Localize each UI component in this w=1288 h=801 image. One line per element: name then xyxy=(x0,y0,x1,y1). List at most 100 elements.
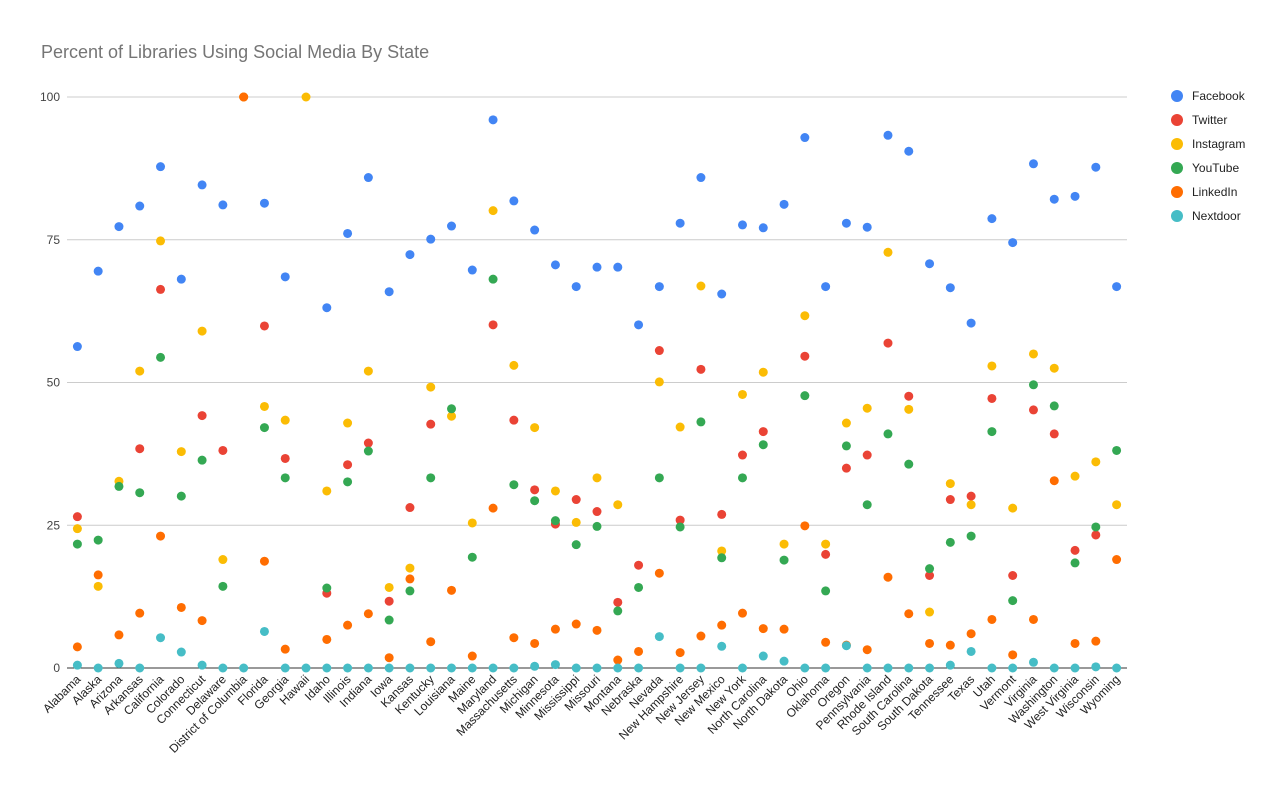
data-point-linkedin xyxy=(530,638,540,648)
data-point-youtube xyxy=(1091,522,1101,532)
data-point-instagram xyxy=(1091,457,1101,467)
data-point-instagram xyxy=(841,418,851,428)
data-point-nextdoor xyxy=(280,663,290,673)
data-point-nextdoor xyxy=(176,647,186,657)
data-point-linkedin xyxy=(945,640,955,650)
data-point-nextdoor xyxy=(322,663,332,673)
data-point-twitter xyxy=(280,453,290,463)
data-point-twitter xyxy=(945,495,955,505)
data-point-facebook xyxy=(93,266,103,276)
data-point-facebook xyxy=(156,162,166,172)
data-point-youtube xyxy=(135,488,145,498)
data-point-facebook xyxy=(966,318,976,328)
data-point-twitter xyxy=(821,549,831,559)
data-point-youtube xyxy=(218,581,228,591)
y-axis-ticks: 0 25 50 75 100 xyxy=(40,90,60,675)
data-point-instagram xyxy=(176,447,186,457)
data-point-twitter xyxy=(800,351,810,361)
data-point-youtube xyxy=(1112,445,1122,455)
data-point-facebook xyxy=(904,146,914,156)
data-point-instagram xyxy=(675,422,685,432)
data-point-youtube xyxy=(280,473,290,483)
data-point-linkedin xyxy=(1070,638,1080,648)
data-point-nextdoor xyxy=(1091,662,1101,672)
data-point-twitter xyxy=(841,463,851,473)
data-point-youtube xyxy=(363,446,373,456)
data-point-instagram xyxy=(966,500,976,510)
data-point-nextdoor xyxy=(862,663,872,673)
data-point-linkedin xyxy=(72,642,82,652)
data-point-youtube xyxy=(93,535,103,545)
data-point-instagram xyxy=(405,563,415,573)
data-point-youtube xyxy=(1008,596,1018,606)
data-point-twitter xyxy=(343,460,353,470)
legend-marker xyxy=(1171,210,1183,222)
data-point-instagram xyxy=(1070,471,1080,481)
data-point-nextdoor xyxy=(530,661,540,671)
data-point-youtube xyxy=(176,491,186,501)
data-point-youtube xyxy=(737,473,747,483)
y-tick-label: 25 xyxy=(47,518,61,532)
data-point-facebook xyxy=(571,282,581,292)
data-point-nextdoor xyxy=(966,646,976,656)
data-point-facebook xyxy=(384,287,394,297)
data-point-linkedin xyxy=(758,624,768,634)
data-point-facebook xyxy=(654,282,664,292)
data-point-facebook xyxy=(426,234,436,244)
data-point-instagram xyxy=(779,539,789,549)
data-point-linkedin xyxy=(904,609,914,619)
data-point-instagram xyxy=(821,539,831,549)
data-point-nextdoor xyxy=(1112,663,1122,673)
data-point-facebook xyxy=(467,265,477,275)
data-point-twitter xyxy=(925,570,935,580)
data-point-twitter xyxy=(966,491,976,501)
data-point-nextdoor xyxy=(654,632,664,642)
data-point-twitter xyxy=(758,427,768,437)
data-point-facebook xyxy=(613,262,623,272)
data-point-youtube xyxy=(343,477,353,487)
data-point-facebook xyxy=(114,222,124,232)
data-point-nextdoor xyxy=(987,663,997,673)
data-point-youtube xyxy=(72,539,82,549)
data-point-youtube xyxy=(467,552,477,562)
data-point-twitter xyxy=(592,507,602,517)
data-point-nextdoor xyxy=(550,660,560,670)
data-point-youtube xyxy=(841,441,851,451)
data-point-instagram xyxy=(696,281,706,291)
data-point-nextdoor xyxy=(447,663,457,673)
data-point-instagram xyxy=(862,403,872,413)
data-point-facebook xyxy=(488,115,498,125)
data-point-linkedin xyxy=(509,633,519,643)
data-point-linkedin xyxy=(925,638,935,648)
data-point-instagram xyxy=(592,473,602,483)
data-point-facebook xyxy=(945,283,955,293)
data-point-nextdoor xyxy=(509,663,519,673)
data-point-twitter xyxy=(571,495,581,505)
data-point-instagram xyxy=(987,361,997,371)
data-point-facebook xyxy=(1112,282,1122,292)
data-point-facebook xyxy=(592,262,602,272)
data-point-youtube xyxy=(592,521,602,531)
data-point-nextdoor xyxy=(114,658,124,668)
data-point-facebook xyxy=(550,260,560,270)
legend-marker xyxy=(1171,186,1183,198)
data-point-nextdoor xyxy=(821,663,831,673)
gridlines xyxy=(67,96,1127,669)
data-point-linkedin xyxy=(93,570,103,580)
data-point-instagram xyxy=(280,415,290,425)
legend-label: Instagram xyxy=(1192,137,1245,151)
data-point-facebook xyxy=(1070,191,1080,201)
data-point-youtube xyxy=(426,473,436,483)
data-point-instagram xyxy=(945,479,955,489)
data-point-instagram xyxy=(218,555,228,565)
data-points xyxy=(72,92,1122,673)
data-point-twitter xyxy=(717,509,727,519)
data-point-nextdoor xyxy=(571,663,581,673)
y-tick-label: 0 xyxy=(53,661,60,675)
data-point-facebook xyxy=(737,220,747,230)
data-point-twitter xyxy=(384,596,394,606)
data-point-instagram xyxy=(488,206,498,216)
data-point-instagram xyxy=(550,486,560,496)
data-point-twitter xyxy=(426,419,436,429)
